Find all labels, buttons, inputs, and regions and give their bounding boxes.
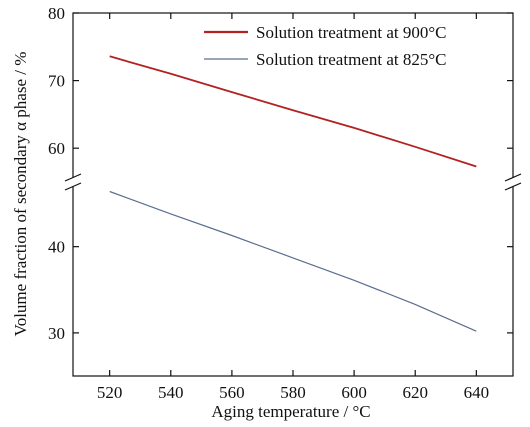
x-tick-label: 640: [464, 383, 490, 402]
axis-break: [64, 173, 522, 191]
series-line-1: [109, 55, 477, 168]
series-lines: [109, 55, 477, 332]
y-tick-label: 70: [48, 72, 65, 91]
x-tick-label: 620: [402, 383, 428, 402]
y-tick-label: 30: [48, 324, 65, 343]
x-tick-label: 520: [97, 383, 123, 402]
x-tick-label: 580: [280, 383, 306, 402]
left-axis-break-mark: [64, 173, 82, 182]
x-tick-label: 540: [158, 383, 184, 402]
right-axis-break-mark: [504, 182, 522, 191]
y-tick-label: 40: [48, 238, 65, 257]
x-tick-label: 600: [341, 383, 367, 402]
legend: Solution treatment at 900°C Solution trea…: [204, 23, 446, 69]
y-tick-label: 60: [48, 139, 65, 158]
left-axis-break-mark: [64, 182, 82, 191]
axis-break-gap: [504, 178, 522, 186]
axis-ticks: 520 540 560 580 600 620 640 60 70 80 30 40: [48, 4, 513, 402]
right-axis-break-mark: [504, 173, 522, 182]
x-tick-label: 560: [219, 383, 245, 402]
axis-break-gap: [64, 178, 82, 186]
y-axis-title: Volume fraction of secondary α phase / %: [11, 52, 30, 337]
legend-label-1: Solution treatment at 900°C: [256, 23, 446, 42]
series-line-2: [109, 190, 477, 332]
y-tick-label: 80: [48, 4, 65, 23]
x-axis-title: Aging temperature / °C: [211, 402, 370, 421]
legend-label-2: Solution treatment at 825°C: [256, 50, 446, 69]
